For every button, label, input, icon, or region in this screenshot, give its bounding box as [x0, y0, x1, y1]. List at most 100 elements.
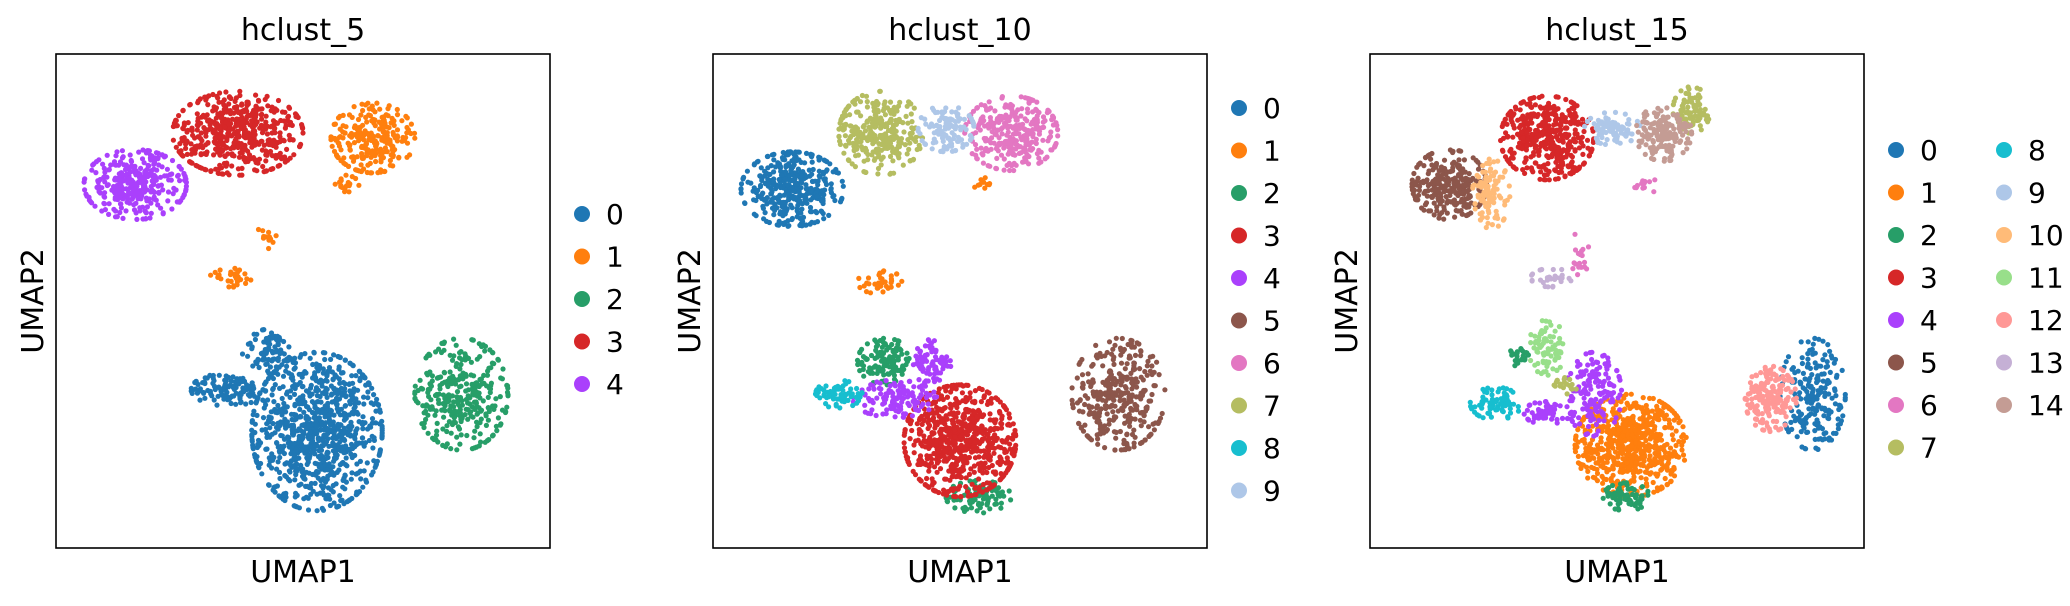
point-cluster-2 [462, 412, 468, 418]
point-cluster-3 [276, 153, 282, 160]
point-cluster-0 [771, 169, 777, 175]
point-cluster-4 [90, 162, 96, 168]
point-cluster-0 [761, 216, 767, 222]
point-cluster-0 [338, 406, 344, 412]
point-cluster-5 [1070, 405, 1076, 411]
point-cluster-1 [351, 140, 358, 146]
point-cluster-0 [796, 189, 802, 195]
point-cluster-7 [843, 113, 849, 119]
point-cluster-4 [868, 382, 874, 388]
legend-marker [574, 376, 590, 392]
point-cluster-3 [932, 410, 938, 416]
point-cluster-4 [117, 209, 123, 216]
point-cluster-3 [916, 457, 922, 463]
point-cluster-3 [223, 89, 229, 95]
point-cluster-0 [320, 458, 326, 464]
point-cluster-6 [1024, 136, 1030, 142]
point-cluster-0 [223, 373, 229, 379]
point-cluster-2 [451, 377, 457, 383]
point-cluster-2 [489, 360, 495, 366]
point-cluster-0 [301, 475, 307, 481]
point-cluster-3 [953, 494, 959, 500]
point-cluster-2 [433, 437, 439, 443]
point-cluster-2 [445, 382, 451, 388]
point-cluster-0 [314, 399, 320, 405]
point-cluster-3 [991, 417, 997, 423]
point-cluster-4 [892, 414, 898, 420]
point-cluster-2 [497, 394, 503, 400]
point-cluster-0 [285, 460, 291, 466]
point-cluster-4 [909, 392, 915, 399]
point-cluster-6 [977, 120, 983, 126]
point-cluster-5 [1119, 335, 1125, 342]
point-cluster-0 [361, 394, 367, 400]
point-cluster-3 [184, 139, 190, 145]
point-cluster-0 [358, 476, 364, 482]
point-cluster-3 [929, 456, 935, 462]
point-cluster-0 [795, 166, 802, 172]
point-cluster-7 [911, 105, 917, 111]
point-cluster-1 [382, 168, 388, 174]
point-cluster-6 [974, 105, 980, 111]
point-cluster-4 [106, 201, 112, 207]
point-cluster-3 [259, 116, 265, 122]
point-cluster-0 [279, 412, 285, 418]
point-cluster-2 [448, 446, 454, 452]
point-cluster-3 [956, 471, 962, 477]
point-cluster-0 [327, 496, 333, 502]
point-cluster-2 [484, 372, 491, 378]
point-cluster-0 [283, 474, 289, 480]
point-cluster-4 [127, 180, 133, 186]
point-cluster-0 [331, 352, 337, 358]
point-cluster-5 [1086, 403, 1092, 409]
point-cluster-1 [381, 124, 387, 131]
point-cluster-0 [210, 380, 216, 386]
point-cluster-3 [945, 455, 952, 462]
point-cluster-5 [1132, 352, 1139, 358]
point-cluster-0 [292, 417, 298, 423]
point-cluster-5 [1069, 385, 1075, 391]
point-cluster-4 [155, 183, 161, 189]
point-cluster-2 [456, 377, 462, 383]
point-cluster-0 [323, 420, 329, 426]
point-cluster-2 [441, 369, 447, 375]
point-cluster-4 [865, 410, 871, 416]
point-cluster-2 [465, 355, 472, 361]
point-cluster-0 [265, 397, 271, 403]
point-cluster-1 [380, 129, 386, 135]
point-cluster-3 [926, 417, 932, 423]
point-cluster-5 [1077, 397, 1083, 403]
point-cluster-4 [923, 378, 929, 384]
point-cluster-4 [902, 411, 909, 417]
point-cluster-0 [334, 401, 340, 407]
point-cluster-0 [360, 421, 366, 427]
point-cluster-1 [359, 153, 366, 159]
point-cluster-3 [203, 97, 209, 103]
point-cluster-2 [481, 372, 487, 378]
legend-item-3: 3 [574, 326, 624, 359]
point-cluster-2 [451, 353, 457, 359]
point-cluster-4 [137, 172, 143, 178]
point-cluster-0 [202, 375, 208, 381]
point-cluster-0 [760, 205, 767, 211]
point-cluster-2 [451, 399, 457, 405]
point-cluster-5 [1131, 427, 1137, 433]
point-cluster-0 [780, 213, 786, 219]
point-cluster-0 [284, 389, 290, 395]
point-cluster-0 [271, 399, 277, 405]
point-cluster-2 [435, 375, 441, 381]
point-cluster-5 [1100, 379, 1106, 385]
point-cluster-3 [901, 432, 907, 438]
point-cluster-7 [864, 104, 871, 110]
point-cluster-4 [102, 194, 108, 200]
point-cluster-1 [895, 282, 902, 288]
point-cluster-3 [236, 120, 242, 127]
point-cluster-3 [981, 435, 988, 441]
point-cluster-0 [255, 437, 262, 443]
point-cluster-2 [442, 403, 448, 409]
point-cluster-0 [766, 181, 772, 187]
point-cluster-4 [133, 186, 139, 192]
point-cluster-0 [369, 420, 375, 426]
point-cluster-4 [102, 169, 108, 175]
point-cluster-0 [210, 375, 216, 381]
